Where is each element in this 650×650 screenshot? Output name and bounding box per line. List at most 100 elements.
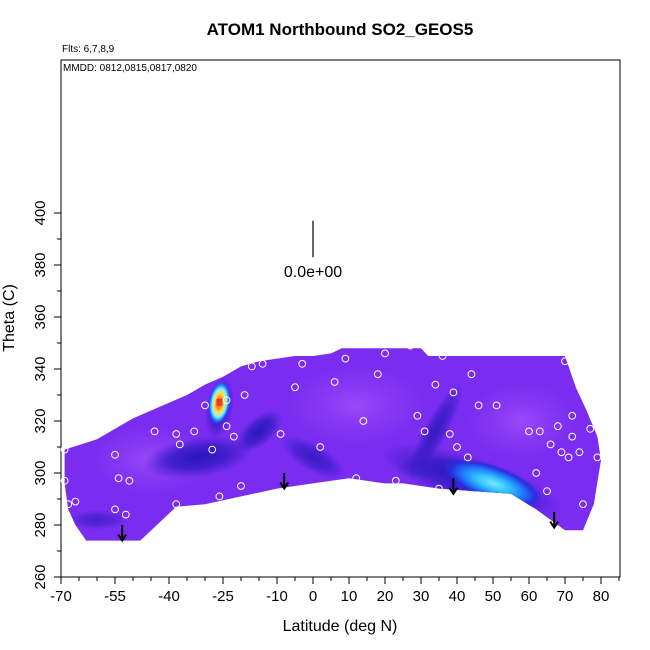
sample-point (453, 443, 461, 451)
dark-band (67, 509, 127, 530)
sample-point (561, 357, 569, 366)
y-tick-label: 360 (32, 304, 49, 329)
sample-point (172, 500, 181, 509)
sample-point (208, 445, 217, 454)
x-tick-label: -55 (104, 588, 126, 605)
x-tick-label: 30 (413, 588, 430, 605)
sample-point (492, 401, 501, 410)
chart-title: ATOM1 Northbound SO2_GEOS5 (207, 20, 474, 39)
sample-point (150, 427, 159, 436)
sample-point (438, 352, 447, 360)
sample-point (579, 500, 587, 509)
x-tick-label: 80 (593, 588, 610, 605)
x-axis-label: Latitude (deg N) (283, 618, 398, 635)
flight-arrow (448, 478, 459, 496)
sample-point (535, 427, 544, 436)
sample-point (222, 396, 231, 405)
sample-point (449, 388, 458, 397)
sample-point (431, 380, 440, 389)
sample-point (172, 430, 181, 438)
sample-point (474, 401, 483, 410)
sample-point (201, 401, 209, 410)
sample-point (175, 440, 184, 449)
flight-arrow (549, 512, 560, 530)
sample-point (316, 443, 325, 451)
sample-point (553, 422, 562, 431)
so2-field-area (64, 348, 602, 541)
sample-point (215, 492, 224, 501)
sample-point (467, 370, 476, 379)
dark-band (143, 436, 253, 479)
sample-point (557, 448, 566, 457)
sample-point (381, 349, 389, 358)
sample-point (111, 505, 119, 514)
sample-point (237, 482, 245, 490)
sample-point (546, 440, 555, 449)
sample-point (229, 432, 238, 441)
scale-bar: 0.0e+00 (284, 220, 342, 281)
sample-point (114, 474, 123, 483)
so2-field (64, 348, 602, 541)
plot-frame (60, 59, 621, 578)
sample-point (64, 500, 73, 509)
x-tick-label: -25 (212, 588, 234, 605)
scale-label: 0.0e+00 (284, 264, 342, 281)
sample-point (71, 497, 80, 506)
y-tick-label: 400 (32, 200, 49, 225)
flight-arrows (117, 473, 560, 543)
x-tick-label: 70 (557, 588, 574, 605)
flight-arrow (117, 525, 128, 543)
sample-point (190, 427, 199, 436)
sample-markers (60, 341, 602, 519)
x-tick-label: -40 (158, 588, 180, 605)
sample-point (60, 445, 69, 454)
sample-point (525, 427, 533, 436)
dates-label: MMDD: 0812,0815,0817,0820 (63, 63, 197, 74)
flights-label: Flts: 6,7,8,9 (62, 44, 115, 55)
sample-point (593, 453, 602, 462)
x-tick-label: 20 (377, 588, 394, 605)
sample-point (568, 411, 577, 420)
x-tick-label: 0 (309, 588, 317, 605)
y-tick-label: 340 (32, 356, 49, 381)
x-tick-label: 60 (521, 588, 538, 605)
flight-arrow (279, 473, 290, 491)
sample-point (359, 417, 368, 425)
sample-point (125, 476, 134, 485)
sample-point (111, 450, 119, 459)
sample-point (543, 487, 551, 496)
northern-plume (443, 458, 543, 508)
x-tick-label: 10 (341, 588, 358, 605)
x-tick-label: 50 (485, 588, 502, 605)
arrow-head (448, 487, 459, 496)
spike-core (216, 398, 223, 406)
y-axis-label: Theta (C) (1, 284, 18, 352)
sample-point (532, 469, 541, 477)
sample-point (330, 378, 339, 386)
sample-point (240, 391, 249, 399)
dark-band (281, 435, 345, 480)
y-axis: 260 280 300 320 340 360 380 400 (32, 200, 61, 590)
x-tick-label: 40 (449, 588, 466, 605)
y-tick-label: 260 (32, 564, 49, 589)
x-axis: -70 -55 -40 -25 -10 0 10 20 30 40 50 60 70 80 (50, 577, 620, 605)
sample-point (291, 383, 299, 392)
sample-point (564, 453, 573, 462)
sample-point (373, 370, 382, 379)
sample-point (445, 430, 454, 438)
sample-point (352, 474, 361, 483)
sample-point (60, 476, 69, 485)
sample-point (247, 362, 256, 371)
sample-point (121, 510, 130, 519)
sample-point (258, 359, 267, 368)
y-tick-label: 380 (32, 252, 49, 277)
sample-point (575, 448, 584, 457)
arrow-head (549, 521, 560, 530)
y-tick-label: 300 (32, 460, 49, 485)
sample-point (276, 430, 285, 438)
light-patch (466, 383, 577, 459)
sample-point (568, 432, 577, 441)
arrow-head (117, 534, 128, 543)
light-patch (286, 365, 427, 446)
